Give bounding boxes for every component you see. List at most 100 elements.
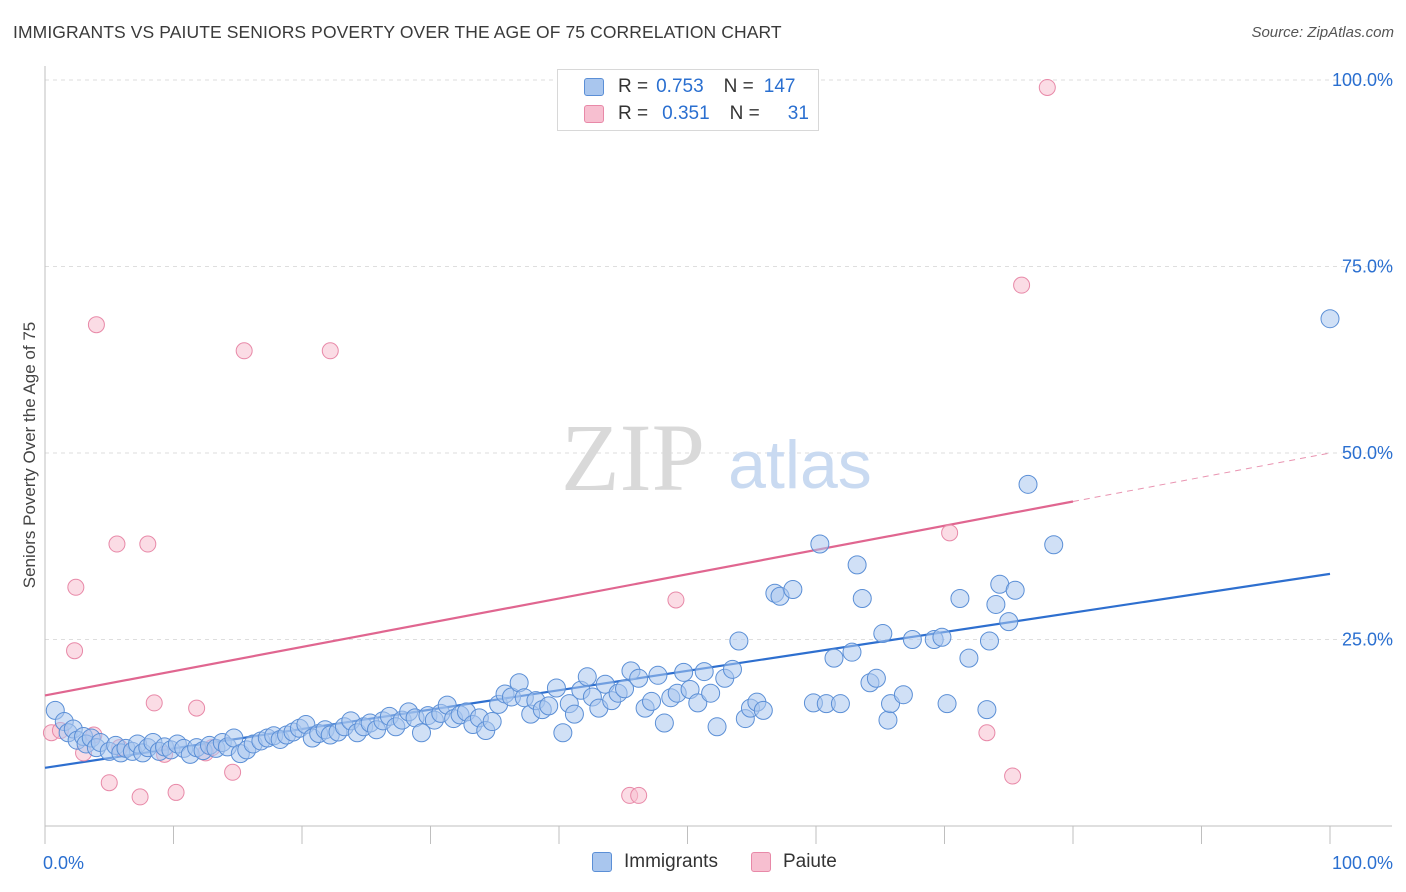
x-tick-label: 100.0% [1332,853,1393,873]
immigrants-point [979,631,999,651]
immigrants-point [1320,309,1340,329]
immigrants-point [688,693,708,713]
source-label: Source: ZipAtlas.com [1251,24,1394,41]
paiute-point [108,535,126,553]
paiute-point [224,763,242,781]
paiute-point [188,699,206,717]
immigrants-point [674,662,694,682]
immigrants-point [977,700,997,720]
immigrants-point [999,612,1019,632]
paiute-swatch [750,852,771,872]
paiute-point [321,342,339,360]
immigrants-point [553,723,573,743]
paiute-point [145,694,163,712]
data-points [42,78,1340,806]
paiute-point [100,774,118,792]
paiute-swatch [584,105,604,123]
immigrants-point [539,696,559,716]
immigrants-point [1044,535,1064,555]
axes [44,66,1392,844]
y-tick-label: 75.0% [1342,257,1393,277]
immigrants-point [629,668,649,688]
legend-item-paiute[interactable]: Paiute [750,851,837,873]
immigrants-swatch [592,852,612,872]
legend-item-immigrants[interactable]: Immigrants [592,851,718,873]
immigrants-point [707,717,727,737]
immigrants-point [753,700,773,720]
n-value: 31 [787,103,809,124]
legend-label: Immigrants [624,851,718,872]
immigrants-point [866,668,886,688]
paiute-point [67,578,85,596]
immigrants-point [577,667,597,687]
r-label: R = [618,103,649,124]
stats-legend: R = 0.753 N = 147 R = 0.351 N = 31 [557,69,819,131]
series-legend: Immigrants Paiute [592,851,870,873]
immigrants-point [564,704,584,724]
paiute-point [978,724,996,742]
immigrants-point [648,665,668,685]
immigrants-point [783,580,803,600]
y-tick-label: 25.0% [1342,630,1393,650]
immigrants-point [810,534,830,554]
y-tick-label: 100.0% [1332,70,1393,90]
paiute-point [1038,78,1056,96]
immigrants-point [722,659,742,679]
watermark-zip: ZIP [561,404,705,511]
immigrants-point [842,642,862,662]
paiute-point [941,524,959,542]
immigrants-point [950,588,970,608]
immigrants-point [546,678,566,698]
immigrants-point [482,712,502,732]
watermark-atlas: atlas [728,427,872,503]
paiute-point [131,788,149,806]
immigrants-point [694,662,714,682]
immigrants-point [937,694,957,714]
y-tick-label: 50.0% [1342,443,1393,463]
immigrants-point [847,555,867,575]
immigrants-point [932,627,952,647]
paiute-point [167,783,185,801]
immigrants-point [615,679,635,699]
immigrants-point [654,713,674,733]
immigrants-point [852,588,872,608]
immigrants-point [893,685,913,705]
paiute-point [87,316,105,334]
immigrants-point [729,631,749,651]
paiute-trendline-extension [1072,452,1331,502]
immigrants-point [701,683,721,703]
immigrants-point [824,648,844,668]
paiute-point [235,342,253,360]
immigrants-swatch [584,78,604,96]
immigrants-point [902,630,922,649]
immigrants-point [1018,474,1038,494]
paiute-point [66,642,84,660]
chart-title: IMMIGRANTS VS PAIUTE SENIORS POVERTY OVE… [13,22,782,42]
paiute-trendline [44,500,1074,697]
immigrants-point [1005,580,1025,600]
tick-labels: 25.0% 50.0% 75.0% 100.0% 0.0% 100.0% [43,70,1393,873]
x-tick-label: 0.0% [43,853,84,873]
paiute-point [139,535,157,553]
n-label: N = [729,103,760,124]
immigrants-point [873,624,893,644]
paiute-point [1013,276,1031,294]
r-value: 0.753 [656,76,704,97]
immigrants-point [412,723,432,743]
immigrants-point [986,594,1006,614]
r-label: R = [618,76,649,97]
grid-lines [45,79,1392,640]
immigrants-point [878,710,898,730]
n-value: 147 [763,76,796,97]
n-label: N = [723,76,754,97]
immigrants-point [830,694,850,714]
paiute-point [667,591,685,609]
legend-label: Paiute [782,851,837,872]
legend-row-paiute: R = 0.351 N = 31 [584,103,809,125]
paiute-point [630,786,648,804]
r-value: 0.351 [662,103,710,124]
immigrants-point [642,691,662,711]
immigrants-point [959,648,979,668]
paiute-point [1004,767,1022,785]
